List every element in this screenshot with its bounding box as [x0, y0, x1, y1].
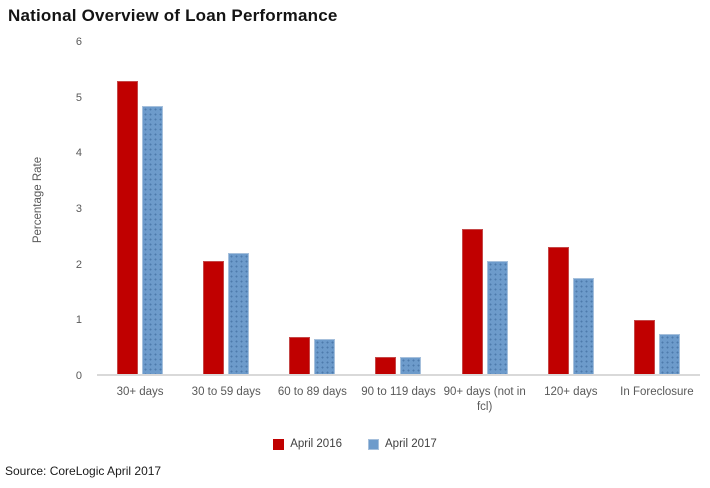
bar-group-30-to-59-days	[183, 42, 269, 374]
y-tick-label-1: 1	[75, 314, 82, 327]
bar-april-2017-60-to-89-days	[314, 339, 336, 374]
bar-group-in-foreclosure	[614, 42, 700, 374]
legend-label-april-2016: April 2016	[290, 438, 342, 450]
y-tick-label-2: 2	[75, 258, 82, 271]
legend: April 2016 April 2017	[0, 438, 710, 450]
bar-april-2016-60-to-89-days	[289, 337, 311, 374]
bar-april-2017-30-to-59-days	[228, 253, 250, 374]
bar-april-2017-90-to-119-days	[400, 356, 422, 374]
y-axis-title-text: Percentage Rate	[32, 156, 44, 244]
legend-swatch-april-2016	[273, 438, 285, 450]
legend-swatch-april-2017	[368, 438, 379, 450]
plot-area	[97, 42, 700, 376]
bar-april-2016-90-to-119-days	[375, 356, 397, 374]
y-tick-label-6: 6	[75, 36, 82, 48]
bar-group-30-days	[97, 42, 183, 374]
x-axis-label-90-days-not-in-fcl: 90+ days (not in fcl)	[443, 386, 526, 413]
bar-april-2017-90-days-not-in-fcl	[486, 261, 508, 374]
bar-group-90-to-119-days	[355, 42, 441, 374]
y-tick-label-3: 3	[75, 203, 82, 215]
x-axis-label-30-to-59-days: 30 to 59 days	[191, 386, 261, 398]
bar-april-2016-90-days-not-in-fcl	[461, 229, 483, 374]
bar-group-90-days-not-in-fcl	[442, 42, 528, 374]
legend-label-april-2017: April 2017	[385, 438, 437, 450]
x-axis-label-90-to-119-days: 90 to 119 days	[361, 386, 436, 398]
y-tick-label-5: 5	[75, 91, 82, 104]
bar-april-2017-120-days	[572, 278, 594, 374]
bar-april-2016-30-days	[117, 80, 139, 374]
y-tick-label-4: 4	[75, 147, 82, 160]
legend-item-april-2016: April 2016	[273, 438, 342, 450]
x-axis-label-30-days: 30+ days	[116, 386, 164, 398]
source-note: Source: CoreLogic April 2017	[5, 464, 162, 478]
bar-group-60-to-89-days	[269, 42, 355, 374]
bar-group-120-days	[528, 42, 614, 374]
legend-item-april-2017: April 2017	[368, 438, 437, 450]
bar-april-2017-30-days	[142, 105, 164, 374]
bar-april-2016-30-to-59-days	[203, 260, 225, 374]
bar-april-2016-120-days	[547, 246, 569, 374]
x-axis-label-60-to-89-days: 60 to 89 days	[277, 386, 347, 398]
x-axis-labels: 30+ days 30 to 59 days 60 to 89 days 90 to …	[97, 385, 700, 415]
bar-april-2017-in-foreclosure	[658, 333, 680, 374]
y-tick-label-0: 0	[75, 370, 82, 382]
bar-april-2016-in-foreclosure	[633, 320, 655, 374]
x-axis-label-120-days: 120+ days	[544, 386, 598, 398]
x-axis-label-in-foreclosure: In Foreclosure	[620, 386, 694, 398]
chart-title: National Overview of Loan Performance	[8, 6, 338, 25]
